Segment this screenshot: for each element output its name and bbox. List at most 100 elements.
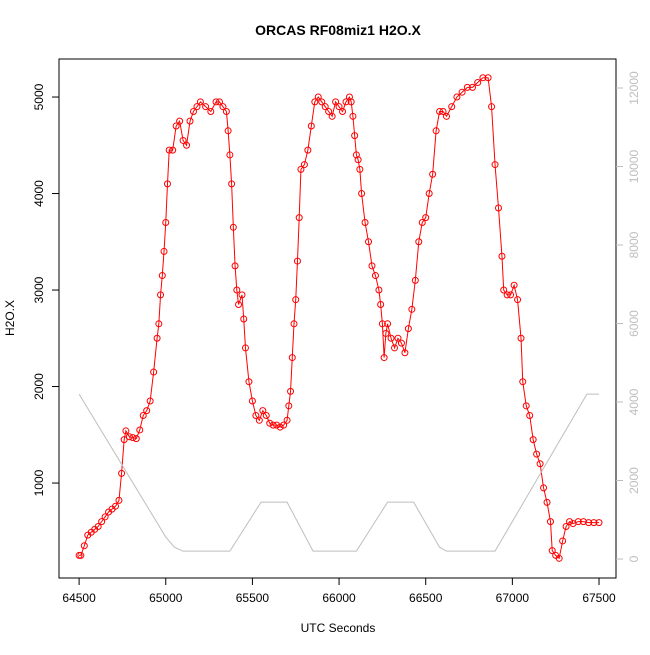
data-point (351, 132, 359, 140)
data-point (115, 496, 123, 504)
chart-title: ORCAS RF08miz1 H2O.X (255, 22, 421, 38)
data-point (595, 519, 603, 527)
x-tick-label: 65500 (236, 591, 270, 605)
data-point (356, 165, 364, 173)
x-tick-label: 66500 (409, 591, 443, 605)
y-tick-label: 2000 (32, 373, 46, 400)
data-point (585, 519, 593, 527)
data-point (491, 161, 499, 169)
data-point (380, 354, 388, 362)
data-point (235, 301, 243, 309)
data-point (500, 286, 508, 294)
data-point (231, 262, 239, 270)
data-point (129, 434, 137, 442)
data-point (562, 522, 570, 530)
data-point (77, 551, 85, 559)
data-point (176, 117, 184, 125)
data-point (347, 98, 355, 106)
data-point (297, 165, 305, 173)
data-point (458, 88, 466, 96)
data-point (288, 354, 296, 362)
data-point (285, 402, 293, 410)
data-point (519, 378, 527, 386)
data-point (361, 218, 369, 226)
data-point (158, 272, 166, 280)
data-point (189, 107, 197, 115)
data-point (436, 107, 444, 115)
data-point (422, 214, 430, 222)
data-point (368, 262, 376, 270)
data-point (183, 141, 191, 149)
data-point (328, 112, 336, 120)
data-point (397, 339, 405, 347)
data-point (384, 320, 392, 328)
data-point (122, 427, 130, 435)
data-point (207, 107, 215, 115)
data-point (233, 286, 241, 294)
data-point (169, 146, 177, 154)
data-point (228, 180, 236, 188)
data-point (94, 522, 102, 530)
data-point (387, 334, 395, 342)
data-point (241, 344, 249, 352)
data-point (401, 349, 409, 357)
data-point (276, 423, 284, 431)
data-point (378, 320, 386, 328)
data-point (484, 74, 492, 82)
data-point (377, 301, 385, 309)
data-point (352, 151, 360, 159)
data-point (507, 291, 515, 299)
data-point (125, 433, 133, 441)
data-point (358, 190, 366, 198)
data-point (514, 296, 522, 304)
data-point (498, 252, 506, 260)
y2-tick-label: 10000 (627, 149, 641, 183)
data-point (290, 320, 298, 328)
data-point (311, 98, 319, 106)
data-point (120, 436, 128, 444)
data-point (259, 407, 267, 415)
data-point (273, 421, 281, 429)
data-point (215, 98, 223, 106)
data-point (186, 117, 194, 125)
data-point (238, 291, 246, 299)
data-point (80, 542, 88, 550)
y2-tick-label: 0 (627, 555, 641, 562)
data-point (559, 537, 567, 545)
data-point (212, 98, 220, 106)
y-tick-label: 3000 (32, 276, 46, 303)
data-point (517, 334, 525, 342)
data-point (111, 502, 119, 510)
data-point (510, 281, 518, 289)
data-point (292, 296, 300, 304)
data-point (266, 419, 274, 427)
data-point (229, 223, 237, 231)
data-point (463, 83, 471, 91)
data-point (540, 484, 548, 492)
data-point (153, 334, 161, 342)
y-tick-label: 5000 (32, 83, 46, 110)
data-point (248, 397, 256, 405)
data-point (382, 329, 390, 337)
data-point (443, 112, 451, 120)
data-point (287, 387, 295, 395)
data-point (219, 103, 227, 111)
data-point (394, 334, 402, 342)
data-point (408, 305, 416, 313)
y2-tick-label: 2000 (627, 467, 641, 494)
data-point (300, 161, 308, 169)
data-point (555, 554, 563, 562)
data-point (150, 368, 158, 376)
data-point (332, 98, 340, 106)
data-point (448, 103, 456, 111)
data-point (526, 411, 534, 419)
data-point (139, 411, 147, 419)
data-point (574, 518, 582, 526)
data-point (240, 315, 248, 323)
data-point (196, 98, 204, 106)
data-point (404, 325, 412, 333)
data-point (160, 247, 168, 255)
x-tick-label: 66000 (322, 591, 356, 605)
